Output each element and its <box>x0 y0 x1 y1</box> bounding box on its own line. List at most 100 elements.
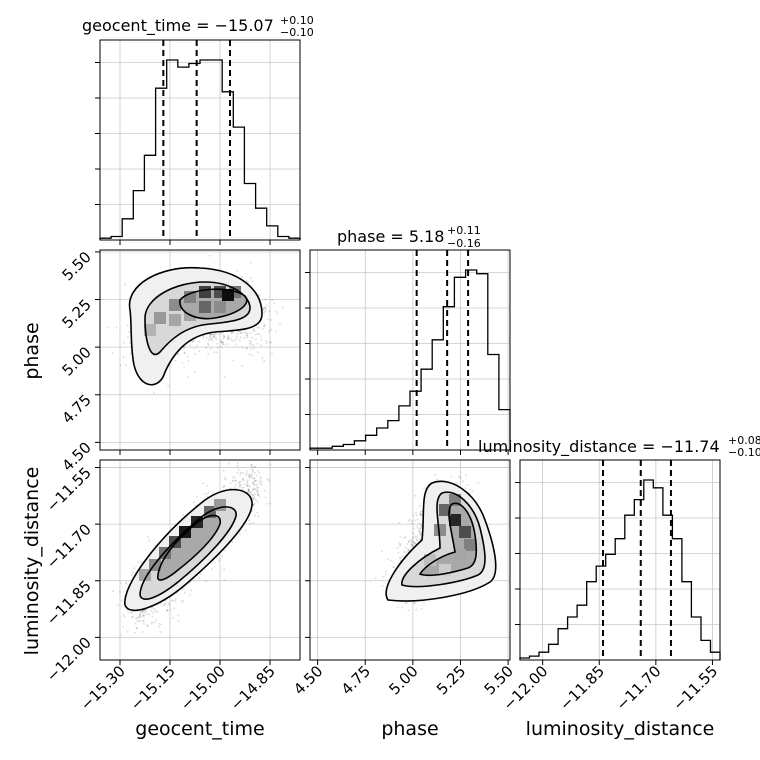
sample-point <box>248 475 251 478</box>
sample-point <box>209 335 212 338</box>
sample-point <box>136 617 139 620</box>
sample-point <box>420 523 423 526</box>
sample-point <box>252 477 255 479</box>
sample-point <box>151 611 154 614</box>
sample-point <box>122 625 125 628</box>
contour-level-2 <box>139 506 237 600</box>
sample-point <box>263 311 266 314</box>
sample-point <box>211 337 214 340</box>
sample-point <box>205 336 208 339</box>
sample-point <box>410 543 413 546</box>
sample-point <box>374 577 377 580</box>
sample-point <box>257 494 259 497</box>
density-cell <box>459 526 471 538</box>
sample-point <box>404 602 407 604</box>
sample-point <box>208 336 211 338</box>
sample-point <box>251 470 254 473</box>
sample-point <box>268 330 270 332</box>
sample-point <box>106 326 109 329</box>
sample-point <box>238 485 241 488</box>
sample-point <box>120 582 123 585</box>
sample-point <box>174 598 177 600</box>
sample-point <box>241 332 244 335</box>
sample-point <box>247 488 250 491</box>
sample-point <box>412 545 414 547</box>
sample-point <box>256 474 259 477</box>
sample-point <box>213 561 216 564</box>
sample-point <box>251 494 254 496</box>
sample-point <box>412 514 415 517</box>
sample-point <box>128 331 131 333</box>
sample-point <box>241 346 244 349</box>
sample-point <box>407 549 410 552</box>
sample-point <box>416 535 419 538</box>
sample-point <box>162 604 165 607</box>
sample-point <box>471 490 474 493</box>
sample-point <box>255 498 257 501</box>
sample-point <box>254 493 257 496</box>
sample-point <box>243 331 246 334</box>
sample-point <box>252 498 255 500</box>
sample-point <box>118 591 121 593</box>
sample-point <box>404 536 407 539</box>
sample-point <box>392 566 394 568</box>
sample-point <box>234 479 237 482</box>
sample-point <box>420 525 423 528</box>
sample-point <box>263 306 266 309</box>
sample-point <box>212 334 215 337</box>
sample-point <box>139 616 142 618</box>
sample-point <box>247 473 250 476</box>
sample-point <box>258 482 261 485</box>
y-tick-label-luminosity-distance: −11.70 <box>43 520 95 572</box>
sample-point <box>139 612 141 615</box>
sample-point <box>253 497 256 500</box>
sample-point <box>188 594 191 597</box>
sample-point <box>245 347 248 350</box>
sample-point <box>205 579 208 582</box>
contour-level-1 <box>124 488 253 612</box>
sample-point <box>227 334 230 337</box>
title-luminosity-distance: luminosity_distance = −11.74 <box>478 437 720 457</box>
sample-point <box>255 479 258 482</box>
sample-point <box>257 486 260 489</box>
sample-point <box>235 343 238 346</box>
panel-phase-vs-luminosity-distance <box>374 473 497 612</box>
sample-point <box>203 493 206 495</box>
sample-point <box>252 483 255 486</box>
sample-point <box>252 481 254 484</box>
sample-point <box>399 535 402 538</box>
sample-point <box>393 566 396 569</box>
sample-point <box>222 337 225 340</box>
contour-level-3 <box>156 514 222 581</box>
sample-point <box>250 464 253 466</box>
sample-point <box>268 479 271 482</box>
sample-point <box>256 486 259 489</box>
contour-level-3 <box>179 288 248 320</box>
sample-point <box>137 615 140 618</box>
sample-point <box>270 341 273 344</box>
sample-point <box>243 483 246 486</box>
sample-point <box>212 335 215 338</box>
sample-point <box>122 613 125 616</box>
sample-point <box>138 616 141 619</box>
sample-point <box>399 556 402 559</box>
sample-point <box>265 340 268 343</box>
sample-point <box>111 352 114 355</box>
sample-point <box>142 614 145 617</box>
sample-point <box>246 481 249 483</box>
sample-point <box>256 492 259 495</box>
sample-point <box>232 359 235 362</box>
sample-point <box>138 619 141 622</box>
sample-point <box>153 621 156 624</box>
sample-point <box>271 299 274 302</box>
sample-point <box>234 479 237 482</box>
sample-point <box>420 510 423 513</box>
sample-point <box>230 338 233 340</box>
sample-point <box>420 524 423 526</box>
sample-point <box>262 324 265 327</box>
title-luminosity-distance-minus: −0.10 <box>728 446 760 459</box>
xlabel-phase: phase <box>381 718 438 740</box>
sample-point <box>250 476 253 479</box>
sample-point <box>263 489 266 492</box>
density-cell <box>199 286 211 298</box>
